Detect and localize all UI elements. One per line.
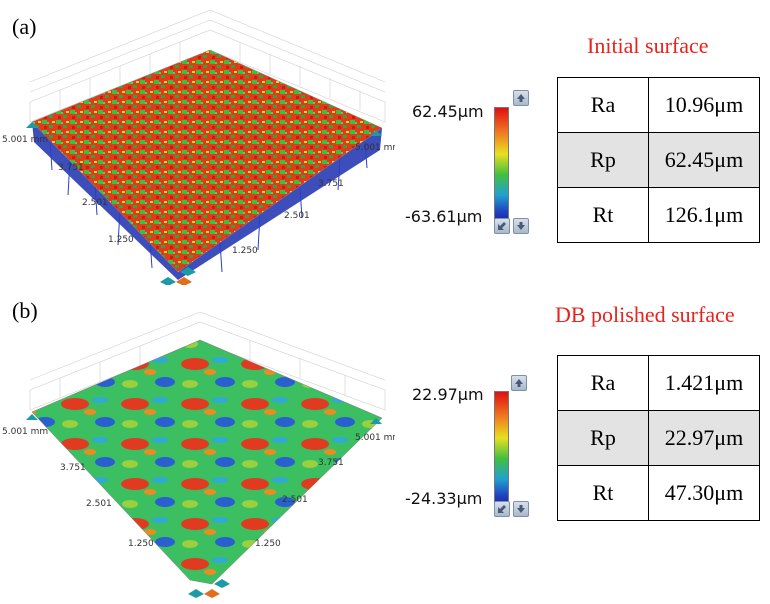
panel-b-axis-left-2: 2.501 (86, 499, 112, 509)
panel-b-axis-right-top: 5.001 mm (355, 433, 395, 443)
panel-a-axis-left-top: 5.001 mm (2, 135, 48, 145)
panel-b-axis-left-top: 5.001 mm (2, 427, 48, 437)
panel-b-axis-right-3: 1.250 (255, 539, 281, 549)
rotate-handle-icon[interactable] (160, 267, 196, 285)
panel-a-roughness-table: Ra 10.96μm Rp 62.45μm Rt 126.1μm (557, 77, 760, 243)
panel-a-scale-min: -63.61μm (405, 207, 483, 226)
value-cell: 62.45μm (648, 132, 760, 188)
scroll-down-icon[interactable] (513, 218, 529, 234)
value-cell: 47.30μm (648, 465, 760, 521)
panel-b-axis-left-1: 3.751 (60, 463, 86, 473)
panel-b-label: (b) (12, 298, 38, 323)
panel-b-axis-left-3: 1.250 (128, 539, 154, 549)
param-cell: Rt (557, 187, 649, 243)
value-cell: 1.421μm (648, 355, 760, 411)
table-row: Rp 62.45μm (557, 132, 760, 188)
param-cell: Rp (557, 132, 649, 188)
param-cell: Ra (557, 355, 649, 411)
value-cell: 126.1μm (648, 187, 760, 243)
rotate-handle-icon[interactable] (26, 414, 38, 420)
panel-a-axis-right-3: 1.250 (232, 246, 258, 256)
table-row: Ra 1.421μm (557, 355, 760, 411)
panel-b-axis-right-2: 2.501 (282, 495, 308, 505)
rotate-handle-icon[interactable] (370, 130, 382, 136)
rotate-handle-icon[interactable] (188, 579, 230, 598)
panel-b-scale-max: 22.97μm (412, 385, 484, 404)
table-row: Rt 126.1μm (557, 187, 760, 243)
panel-a-scale-max: 62.45μm (412, 102, 484, 121)
scroll-down-icon[interactable] (513, 501, 529, 517)
panel-a-axis-right-1: 3.751 (318, 179, 344, 189)
panel-a-label: (a) (12, 14, 37, 39)
table-row: Rp 22.97μm (557, 410, 760, 466)
value-cell: 10.96μm (648, 77, 760, 133)
panel-b-surface-plot[interactable]: 5.001 mm 5.001 mm 3.751 2.501 1.250 3.75… (0, 312, 395, 602)
param-cell: Rp (557, 410, 649, 466)
scroll-up-icon[interactable] (511, 375, 527, 391)
param-cell: Rt (557, 465, 649, 521)
rotate-handle-icon[interactable] (26, 122, 38, 128)
panel-a-axis-left-3: 1.250 (108, 235, 134, 245)
reset-view-icon[interactable] (494, 218, 510, 234)
param-cell: Ra (557, 77, 649, 133)
table-row: Ra 10.96μm (557, 77, 760, 133)
panel-a-axis-right-2: 2.501 (284, 211, 310, 221)
panel-a-surface-plot[interactable]: 5.001 mm 5.001 mm 3.751 2.501 1.250 3.75… (0, 10, 395, 285)
panel-b-axis-right-1: 3.751 (318, 458, 344, 468)
value-cell: 22.97μm (648, 410, 760, 466)
panel-a-title: Initial surface (587, 33, 709, 58)
scroll-up-icon[interactable] (513, 90, 529, 106)
reset-view-icon[interactable] (494, 501, 510, 517)
table-row: Rt 47.30μm (557, 465, 760, 521)
panel-b-color-scale (494, 391, 509, 514)
panel-a-axis-left-1: 3.751 (58, 163, 84, 173)
rotate-handle-icon[interactable] (370, 418, 382, 424)
panel-a-axis-right-top: 5.001 mm (355, 143, 395, 153)
panel-a-color-scale (494, 107, 509, 230)
panel-b-title: DB polished surface (555, 302, 735, 327)
panel-b-roughness-table: Ra 1.421μm Rp 22.97μm Rt 47.30μm (557, 355, 760, 521)
panel-b-scale-min: -24.33μm (405, 489, 483, 508)
panel-a-axis-left-2: 2.501 (82, 198, 108, 208)
